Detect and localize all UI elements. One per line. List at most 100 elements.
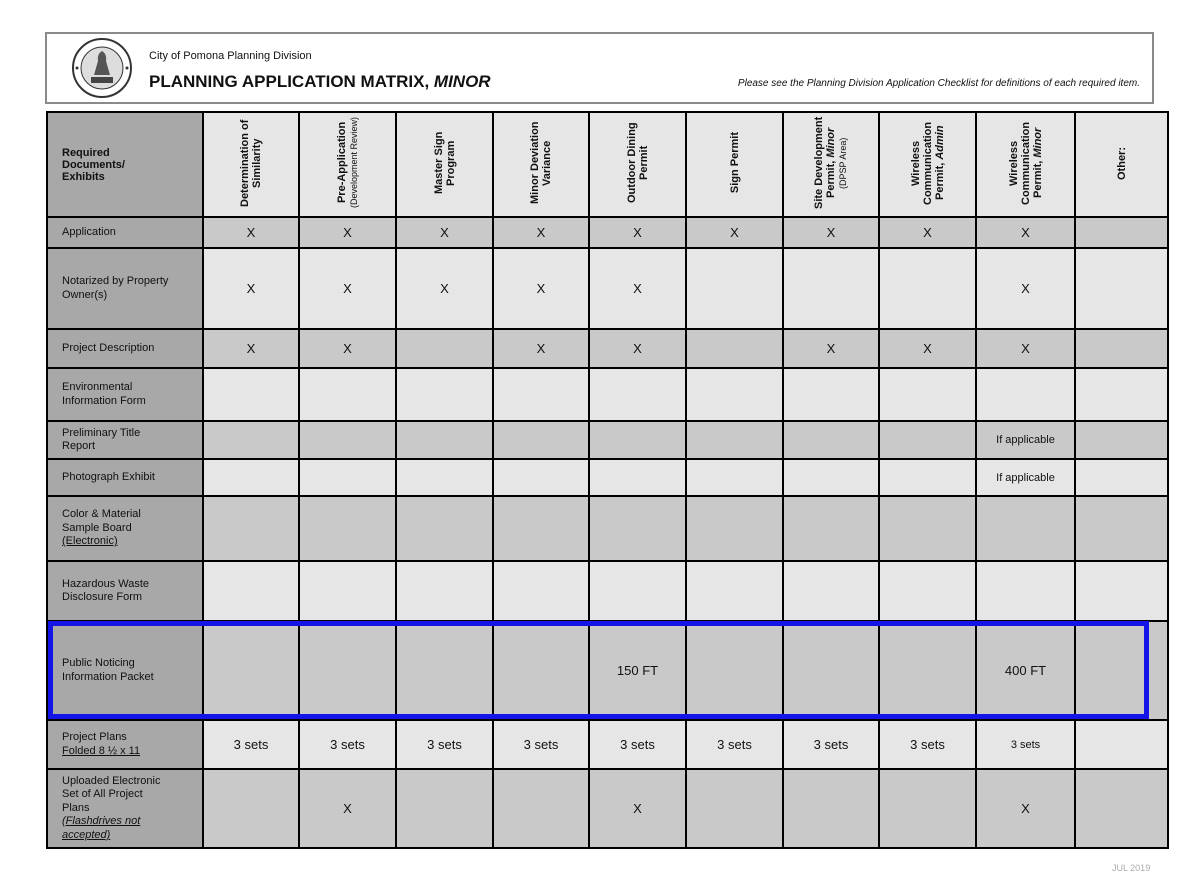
row-label: Project Description	[46, 328, 204, 369]
matrix-cell: X	[395, 247, 494, 330]
matrix-cell	[395, 420, 494, 460]
matrix-cell: X	[202, 216, 300, 249]
matrix-cell	[782, 367, 880, 422]
column-subtitle: (DPSP Area)	[838, 137, 848, 189]
checklist-note: Please see the Planning Division Applica…	[737, 78, 1140, 89]
column-title: Other:	[1115, 146, 1128, 180]
matrix-cell	[298, 420, 397, 460]
matrix-cell	[1074, 367, 1169, 422]
matrix-cell	[878, 620, 977, 721]
matrix-cell: 3 sets	[878, 719, 977, 770]
row-label-text: Photograph Exhibit	[62, 470, 155, 483]
column-title: Outdoor Dining Permit	[625, 122, 650, 204]
corner-header: Required Documents/Exhibits	[46, 111, 204, 218]
matrix-cell: 400 FT	[975, 620, 1076, 721]
matrix-cell	[202, 367, 300, 422]
matrix-cell	[1074, 719, 1169, 770]
column-header: Wireless Communication Permit, Admin	[878, 111, 977, 218]
matrix-cell	[395, 367, 494, 422]
column-header-text: Sign Permit	[729, 132, 741, 193]
document-title: PLANNING APPLICATION MATRIX, MINOR	[149, 72, 491, 92]
row-label: Uploaded Electronic Set of All Project P…	[46, 768, 204, 849]
corner-line: Documents/	[62, 158, 125, 171]
table-row: Uploaded Electronic Set of All Project P…	[46, 768, 1169, 849]
matrix-cell	[492, 620, 590, 721]
matrix-cell	[1074, 216, 1169, 249]
column-title: Minor Deviation Variance	[529, 121, 553, 205]
matrix-cell	[492, 420, 590, 460]
column-title: Pre-Application	[335, 122, 348, 204]
row-label-note: (Flashdrives not accepted)	[62, 815, 141, 841]
city-seal-logo	[72, 38, 132, 98]
column-title: Determination of Similarity	[239, 119, 263, 207]
column-header-text: Wireless Communication Permit, Admin	[910, 113, 946, 213]
matrix-cell	[878, 495, 977, 562]
matrix-cell: X	[588, 216, 687, 249]
matrix-cell: X	[492, 328, 590, 369]
matrix-cell: X	[492, 247, 590, 330]
row-label-text: Hazardous Waste Disclosure Form	[62, 577, 150, 604]
column-header-text: Wireless Communication Permit, Minor	[1008, 113, 1044, 213]
row-label-text: Public Noticing Information Packet	[62, 657, 154, 683]
matrix-cell: 3 sets	[298, 719, 397, 770]
matrix-cell	[1074, 495, 1169, 562]
matrix-cell	[1074, 768, 1169, 849]
matrix-cell	[298, 458, 397, 497]
column-title-emphasis: Minor	[825, 127, 837, 158]
matrix-cell: 3 sets	[782, 719, 880, 770]
matrix-cell: X	[975, 247, 1076, 330]
table-row: Project Plans Folded 8 ½ x 11 3 sets 3 sets…	[46, 719, 1169, 770]
matrix-cell: X	[782, 216, 880, 249]
row-label: Color & Material Sample Board (Electronic…	[46, 495, 204, 562]
matrix-cell	[782, 458, 880, 497]
table-row: Application X X X X X X X X X	[46, 216, 1169, 249]
matrix-cell	[202, 458, 300, 497]
matrix-cell	[1074, 560, 1169, 622]
matrix-cell	[975, 495, 1076, 562]
row-label-note: (Electronic)	[62, 535, 118, 548]
matrix-cell	[492, 367, 590, 422]
row-label: Hazardous Waste Disclosure Form	[46, 560, 204, 622]
matrix-cell	[1074, 247, 1169, 330]
matrix-cell: 3 sets	[492, 719, 590, 770]
application-matrix-table: Required Documents/Exhibits Determination…	[46, 111, 1169, 849]
column-header: Wireless Communication Permit, Minor	[975, 111, 1076, 218]
corner-line: Required	[62, 146, 110, 159]
row-label: Photograph Exhibit	[46, 458, 204, 497]
organization-name: City of Pomona Planning Division	[149, 50, 312, 62]
table-row: Hazardous Waste Disclosure Form	[46, 560, 1169, 622]
matrix-cell	[685, 367, 784, 422]
matrix-cell: 3 sets	[975, 719, 1076, 770]
row-label-text: Uploaded Electronic Set of All Project P…	[62, 774, 161, 814]
matrix-cell: X	[298, 328, 397, 369]
column-header: Site Development Permit, Minor (DPSP Area…	[782, 111, 880, 218]
matrix-cell: X	[685, 216, 784, 249]
matrix-cell	[878, 367, 977, 422]
matrix-cell: X	[298, 768, 397, 849]
matrix-cell: X	[975, 216, 1076, 249]
matrix-cell	[298, 367, 397, 422]
matrix-cell	[782, 560, 880, 622]
matrix-cell	[395, 560, 494, 622]
matrix-cell: X	[588, 247, 687, 330]
matrix-cell	[1074, 328, 1169, 369]
matrix-cell: X	[878, 216, 977, 249]
matrix-cell: X	[298, 216, 397, 249]
table-row: Project Description X X X X X X X	[46, 328, 1169, 369]
column-header: Master Sign Program	[395, 111, 494, 218]
matrix-cell	[782, 247, 880, 330]
title-emphasis: MINOR	[433, 72, 491, 91]
matrix-cell: X	[975, 328, 1076, 369]
matrix-cell	[298, 560, 397, 622]
column-title: Sign Permit	[728, 132, 741, 194]
matrix-cell	[395, 768, 494, 849]
matrix-cell: If applicable	[975, 458, 1076, 497]
matrix-cell	[202, 560, 300, 622]
row-label-text: Notarized by Property Owner(s)	[62, 275, 169, 301]
matrix-cell	[202, 420, 300, 460]
matrix-cell: 3 sets	[395, 719, 494, 770]
column-header: Sign Permit	[685, 111, 784, 218]
table-row: Color & Material Sample Board (Electronic…	[46, 495, 1169, 562]
matrix-cell	[782, 495, 880, 562]
matrix-cell	[782, 768, 880, 849]
